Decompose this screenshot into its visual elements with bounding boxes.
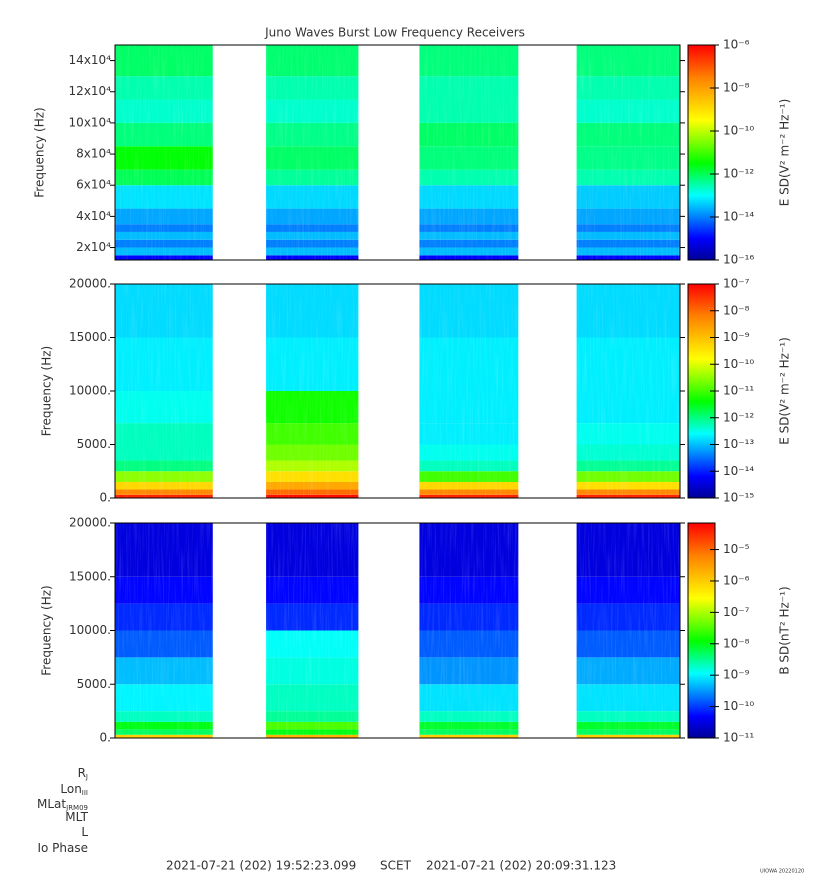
texture (115, 45, 213, 260)
texture (266, 284, 359, 498)
colorbar-tick-label: 10⁻⁵ (723, 542, 750, 556)
colorbar-tick-label: 10⁻¹² (723, 167, 754, 181)
y-tick-label: 20000. (69, 277, 111, 291)
colorbar-tick-label: 10⁻⁸ (723, 81, 750, 95)
y-tick-label: 2x10⁴ (76, 240, 111, 254)
plot-frame (114, 44, 681, 261)
texture (419, 523, 519, 738)
y-tick-label: 15000. (69, 569, 111, 583)
ephemeris-label: MLatJRM09 (37, 797, 88, 813)
y-tick-label: 10000. (69, 384, 111, 398)
colorbar-tick-label: 10⁻¹⁴ (723, 464, 754, 478)
y-tick-label: 4x10⁴ (76, 209, 111, 223)
colorbar-tick-label: 10⁻¹⁶ (723, 253, 754, 267)
y-axis-label: Frequency (Hz) (40, 585, 54, 676)
colorbar-tick-label: 10⁻¹⁵ (723, 491, 754, 505)
colorbar-tick-label: 10⁻⁷ (723, 277, 750, 291)
y-axis-label: Frequency (Hz) (40, 346, 54, 437)
ephemeris-label-text: Lon (60, 782, 81, 796)
y-tick-label: 12x10⁴ (69, 84, 112, 98)
ephemeris-label: Io Phase (37, 841, 88, 855)
y-tick-label: 14x10⁴ (69, 53, 112, 67)
texture (266, 523, 359, 738)
colorbar-tick-label: 10⁻¹⁰ (723, 124, 754, 138)
colorbar-tick-label: 10⁻⁷ (723, 605, 750, 619)
ephemeris-label: MLT (65, 810, 88, 824)
colorbar (687, 44, 716, 261)
ephemeris-label-sub: III (82, 789, 88, 797)
chart-title: Juno Waves Burst Low Frequency Receivers (264, 26, 525, 40)
texture (266, 45, 359, 260)
ephemeris-label-sub: J (85, 773, 88, 781)
colorbar-tick-label: 10⁻⁸ (723, 303, 750, 317)
footer-mid: SCET (380, 859, 412, 873)
colorbar-tick-label: 10⁻⁹ (723, 330, 750, 344)
ephemeris-label-text: Io Phase (37, 841, 88, 855)
y-tick-label: 5000. (77, 437, 111, 451)
colorbar (687, 522, 716, 739)
y-tick-label: 6x10⁴ (76, 178, 111, 192)
credit: UIOWA 20220120 (760, 869, 804, 875)
ephemeris-label-sub: JRM09 (65, 804, 88, 812)
colorbar-label: B SD(nT² Hz⁻¹) (778, 586, 792, 674)
ephemeris-label-text: R (78, 766, 86, 780)
ephemeris-label: LonIII (60, 782, 88, 798)
ephemeris-label-text: L (81, 825, 88, 839)
y-tick-label: 5000. (77, 677, 111, 691)
y-axis-label: Frequency (Hz) (33, 107, 47, 198)
colorbar-tick-label: 10⁻⁹ (723, 668, 750, 682)
y-tick-label: 0. (100, 731, 111, 745)
colorbar-tick-label: 10⁻¹¹ (723, 384, 754, 398)
colorbar-tick-label: 10⁻¹⁰ (723, 699, 754, 713)
texture (115, 523, 213, 738)
colorbar-tick-label: 10⁻¹³ (723, 437, 754, 451)
texture (115, 284, 213, 498)
y-tick-label: 10x10⁴ (69, 115, 112, 129)
colorbar-tick-label: 10⁻¹² (723, 410, 754, 424)
texture (576, 284, 680, 498)
texture (419, 45, 519, 260)
colorbar-tick-label: 10⁻⁶ (723, 573, 750, 587)
ephemeris-label: L (81, 825, 88, 839)
colorbar-label: E SD(V² m⁻² Hz⁻¹) (778, 337, 792, 445)
texture (576, 45, 680, 260)
colorbar-tick-label: 10⁻¹¹ (723, 731, 754, 745)
y-tick-label: 15000. (69, 330, 111, 344)
y-tick-label: 0. (100, 491, 111, 505)
texture (419, 284, 519, 498)
ephemeris-label-text: MLT (65, 810, 88, 824)
colorbar-tick-label: 10⁻⁶ (723, 38, 750, 52)
y-tick-label: 20000. (69, 516, 111, 530)
y-tick-label: 8x10⁴ (76, 147, 111, 161)
ephemeris-label-text: MLat (37, 797, 66, 811)
colorbar-tick-label: 10⁻¹⁴ (723, 210, 754, 224)
colorbar-tick-label: 10⁻⁸ (723, 636, 750, 650)
y-tick-label: 10000. (69, 623, 111, 637)
colorbar-tick-label: 10⁻¹⁰ (723, 357, 754, 371)
texture (576, 523, 680, 738)
colorbar-label: E SD(V² m⁻² Hz⁻¹) (778, 99, 792, 207)
ephemeris-label: RJ (78, 766, 88, 782)
footer-start: 2021-07-21 (202) 19:52:23.099 (166, 859, 356, 873)
footer-end: 2021-07-21 (202) 20:09:31.123 (426, 859, 616, 873)
